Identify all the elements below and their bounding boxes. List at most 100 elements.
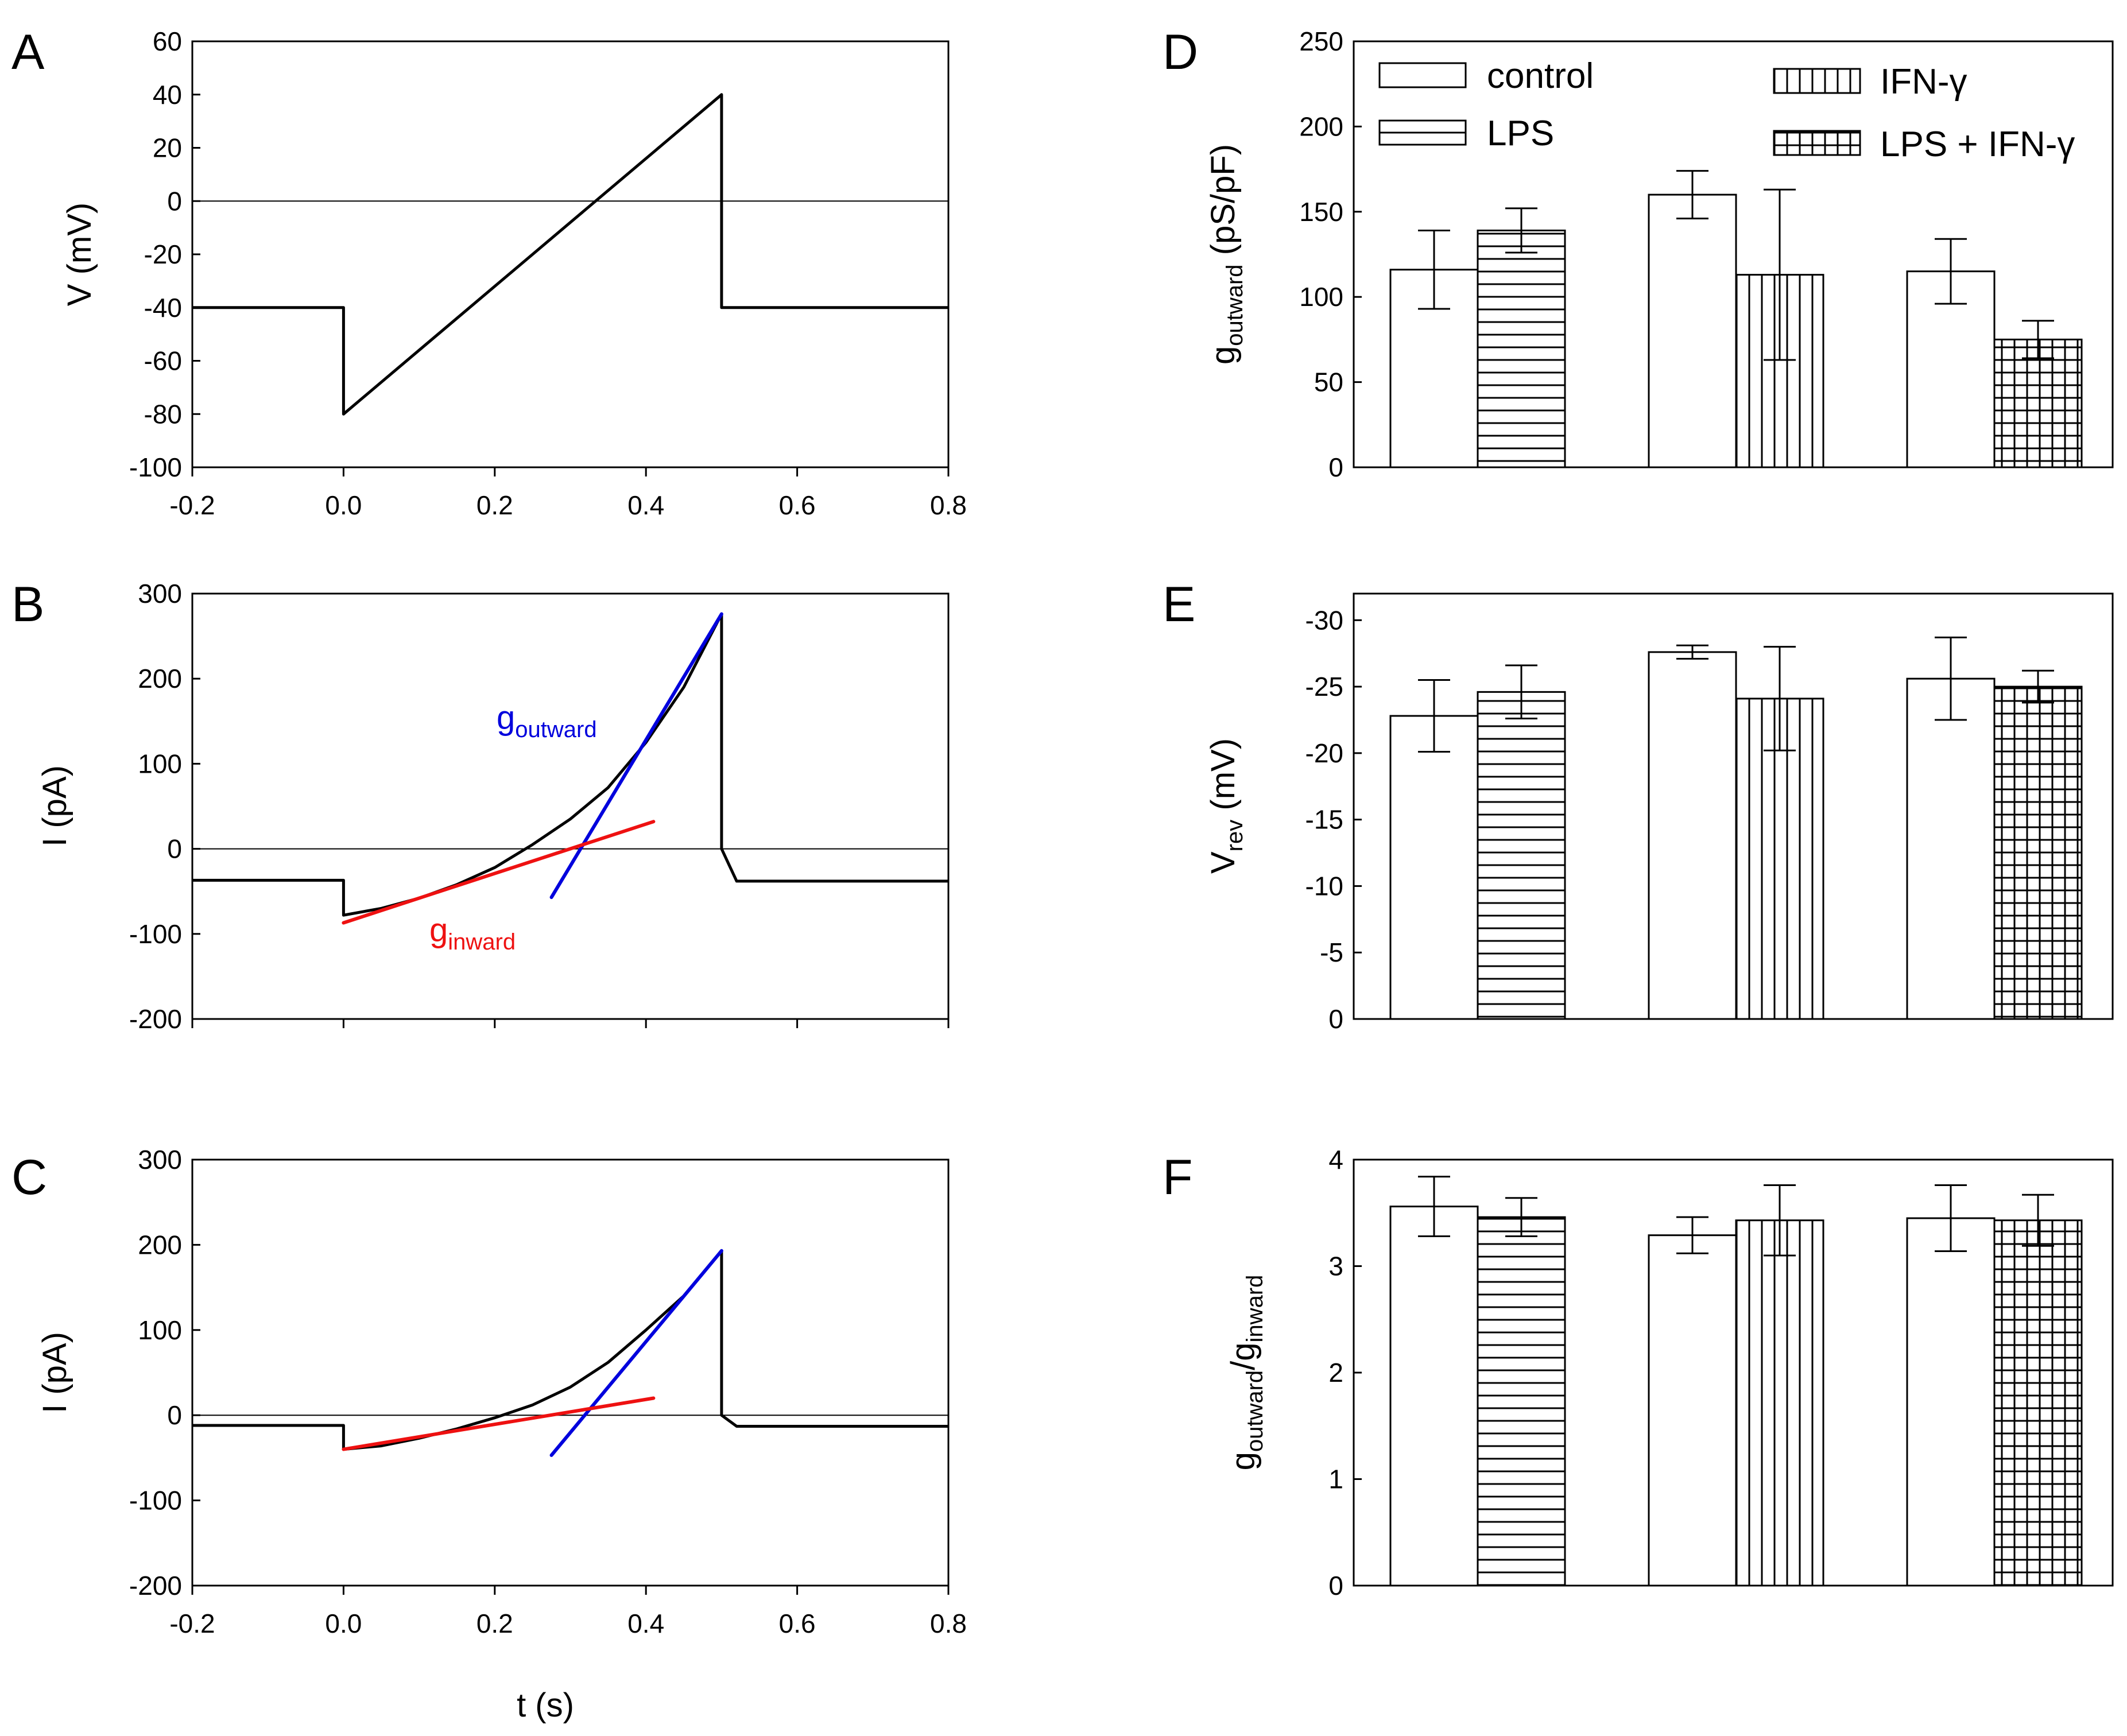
panel-a-x-tick-label: 0.4 xyxy=(627,490,664,520)
panel-a-y-tick-label: -20 xyxy=(144,239,182,269)
panel-f-y-label-slash: / xyxy=(1225,1361,1262,1370)
panel-d-y-tick-label: 200 xyxy=(1299,111,1343,141)
panel-f-y-tick-label: 4 xyxy=(1328,1145,1343,1175)
panel-d-bar xyxy=(1993,338,2083,468)
panel-a-x-tick-label: 0.6 xyxy=(779,490,816,520)
panel-letter-c: C xyxy=(11,1150,47,1205)
panel-d-bar xyxy=(1477,229,1566,468)
panel-f-y-label: goutward/ginward xyxy=(1225,1275,1268,1471)
panel-letter-d: D xyxy=(1163,25,1198,80)
panel-b-chart: I (pA) goutward ginward -200-10001002003… xyxy=(36,579,950,1034)
panel-a-y-tick-label: 0 xyxy=(167,186,182,216)
panel-e-bar xyxy=(1993,685,2083,1020)
panel-c-x-tick-label: 0.4 xyxy=(627,1609,664,1638)
panel-e-y-label: Vrev (mV) xyxy=(1204,738,1247,874)
panel-a-trace xyxy=(192,93,948,416)
panel-f-y-tick-label: 2 xyxy=(1328,1358,1343,1388)
panel-b-frame xyxy=(191,592,950,1020)
panel-c-x-tick-label: 0.6 xyxy=(779,1609,816,1638)
panel-b-fit-line-outward xyxy=(549,612,723,900)
panel-d-y-tick-label: 50 xyxy=(1314,367,1343,397)
panel-f-y-label-subscript2: inward xyxy=(1242,1275,1268,1343)
panel-c-frame xyxy=(191,1158,950,1587)
panel-e-bar xyxy=(1477,691,1566,1020)
panel-e-bar xyxy=(1906,677,1996,1020)
panel-c-y-label: I (pA) xyxy=(36,1332,73,1413)
legend-swatch-ifn xyxy=(1773,68,1861,94)
panel-d-bar xyxy=(1648,193,1737,468)
panel-b-y-label: I (pA) xyxy=(36,765,73,847)
legend-label-lps-ifn: LPS + IFN-γ xyxy=(1880,125,2075,164)
panel-d-chart: goutward (pS/pF) control LPS IFN-γ LPS +… xyxy=(1204,26,2114,482)
panel-e-y-label-main: V xyxy=(1204,851,1242,874)
legend-swatch-lps-ifn xyxy=(1773,130,1861,156)
panel-a-y-tick-label: 40 xyxy=(153,80,182,110)
panel-d-y-tick-label: 250 xyxy=(1299,26,1343,56)
g-outward-fit-main: g xyxy=(497,699,515,737)
panel-a-x-tick-label: 0.0 xyxy=(325,490,362,520)
panel-b-y-tick-label: 100 xyxy=(138,749,182,778)
panel-a-y-tick-label: 60 xyxy=(153,26,182,56)
panel-e-bar xyxy=(1648,651,1737,1020)
panel-c-y-tick-label: 300 xyxy=(138,1145,182,1175)
panel-e-y-tick-label: -30 xyxy=(1305,605,1343,635)
panel-d-y-label-main: g xyxy=(1204,346,1242,365)
panel-f-y-tick-label: 3 xyxy=(1328,1251,1343,1281)
panel-d-y-tick-label: 150 xyxy=(1299,197,1343,227)
panel-c-y-tick-label: 200 xyxy=(138,1230,182,1260)
panel-f-y-label-main: g xyxy=(1225,1452,1262,1470)
panel-b-y-tick-label: -100 xyxy=(129,919,182,949)
panel-c-x-label: t (s) xyxy=(517,1687,574,1724)
panel-d-y-label-subscript: outward xyxy=(1222,264,1247,346)
panel-a-chart: V (mV) -100 -80 -60 -40 -20 0 20 40 60 -0.2 0.0 0.2… xyxy=(61,26,967,520)
panel-c-fit-line-outward xyxy=(549,1249,723,1457)
panel-e-y-tick-label: -10 xyxy=(1305,871,1343,901)
g-inward-fit-subscript: inward xyxy=(448,929,516,955)
panel-a-y-tick-label: 20 xyxy=(153,133,182,163)
legend-label-ifn: IFN-γ xyxy=(1880,62,1967,102)
panel-b-trace xyxy=(192,613,948,917)
panel-c-chart: I (pA) t (s) -200 -100 0 100 200 300 -0.2 0.0 0.… xyxy=(36,1145,967,1724)
panel-f-bar xyxy=(1648,1234,1737,1587)
panel-e-y-tick-label: -20 xyxy=(1305,738,1343,768)
panel-b-y-tick-label: 200 xyxy=(138,664,182,693)
panel-e-bar xyxy=(1735,698,1824,1020)
panel-e-y-tick-label: -5 xyxy=(1320,937,1343,967)
panel-c-x-tick-label: 0.8 xyxy=(930,1609,967,1638)
panel-a-y-tick-label: -60 xyxy=(144,346,182,376)
legend-swatch-lps xyxy=(1378,119,1467,146)
panel-f-y-tick-label: 0 xyxy=(1328,1571,1343,1601)
panel-c-y-tick-label: 100 xyxy=(138,1315,182,1345)
g-outward-fit-subscript: outward xyxy=(515,717,596,742)
panel-e-bar xyxy=(1389,715,1479,1020)
panel-d-y-label-unit: (pS/pF) xyxy=(1204,144,1242,265)
panel-b-y-tick-label: -200 xyxy=(129,1004,182,1034)
panel-c-x-tick-label: 0.2 xyxy=(476,1609,513,1638)
g-outward-fit-label: goutward xyxy=(497,699,597,742)
panel-a-x-tick-label: 0.2 xyxy=(476,490,513,520)
panel-c-x-tick-label: 0.0 xyxy=(325,1609,362,1638)
g-inward-fit-label: ginward xyxy=(429,912,516,955)
panel-c-y-tick-label: -100 xyxy=(129,1486,182,1516)
panel-b-y-tick-label: 300 xyxy=(138,579,182,609)
panel-c-y-tick-label: -200 xyxy=(129,1571,182,1601)
panel-c-trace xyxy=(192,1249,948,1451)
panel-f-bar xyxy=(1993,1219,2083,1587)
panel-e-chart: Vrev (mV) 0 -5 -10 -15 -20 -25 -30 xyxy=(1204,592,2114,1034)
panel-e-y-label-subscript: rev xyxy=(1222,820,1247,852)
panel-f-bar xyxy=(1389,1206,1479,1587)
panel-d-y-tick-label: 100 xyxy=(1299,282,1343,312)
panel-a-y-tick-label: -40 xyxy=(144,293,182,323)
panel-c-fit-line-inward xyxy=(342,1396,656,1451)
panel-f-y-tick-label: 1 xyxy=(1328,1464,1343,1494)
panel-d-y-label: goutward (pS/pF) xyxy=(1204,144,1247,365)
panel-a-y-tick-label: -80 xyxy=(144,399,182,429)
panel-f-y-label-subscript: outward xyxy=(1242,1370,1268,1452)
legend-swatch-control xyxy=(1378,62,1467,88)
g-inward-fit-main: g xyxy=(429,912,448,949)
panel-f-bar xyxy=(1477,1216,1566,1587)
panel-letter-f: F xyxy=(1163,1150,1193,1205)
legend-label-control: control xyxy=(1487,56,1594,96)
panel-e-y-tick-label: -25 xyxy=(1305,672,1343,702)
